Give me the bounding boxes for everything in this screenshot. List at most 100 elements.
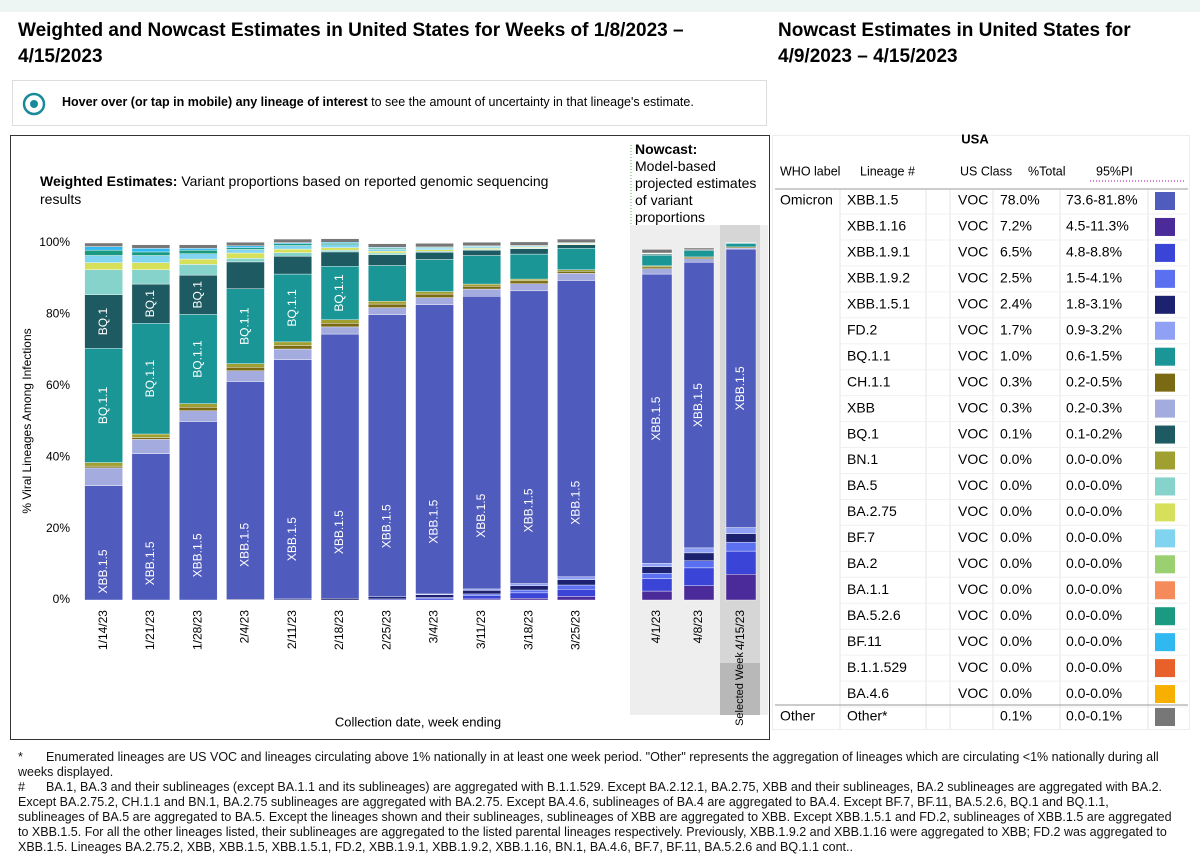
- table-cell: 0.0%: [1000, 529, 1032, 545]
- bar-segment: [131, 269, 171, 285]
- column-header: Lineage #: [860, 164, 915, 178]
- bar-segment: [178, 244, 218, 249]
- x-tick-label: 2/11/23: [285, 610, 299, 649]
- y-axis-title: % Viral Lineages Among Infections: [20, 328, 34, 513]
- bar-segment: [131, 323, 171, 435]
- table-cell: B.1.1.529: [847, 659, 907, 675]
- segment-label: BQ.1.1: [190, 340, 204, 378]
- bar-segment: [509, 290, 549, 584]
- table-cell: VOC: [958, 555, 988, 571]
- color-swatch: [1155, 708, 1175, 726]
- color-swatch: [1155, 217, 1175, 236]
- nowcast-heading: Nowcast: Model-based projected estimates …: [635, 141, 765, 226]
- bar-segment: [84, 255, 123, 263]
- table-cell: VOC: [958, 347, 988, 363]
- bar-segment: [320, 243, 360, 245]
- table-cell: 0.2-0.3%: [1066, 399, 1122, 415]
- weighted-heading: Weighted Estimates: Variant proportions …: [40, 172, 585, 208]
- table-cell: 7.2%: [1000, 218, 1032, 234]
- x-tick-label: 2/4/23: [238, 610, 252, 644]
- footnotes: * Enumerated lineages are US VOC and line…: [18, 750, 1178, 855]
- table-cell: BF.11: [847, 633, 882, 649]
- x-tick-label: 1/28/23: [190, 610, 204, 650]
- table-cell: 0.1%: [1000, 425, 1032, 441]
- bar-segment: [725, 574, 757, 601]
- color-swatch: [1155, 607, 1175, 626]
- table-cell: 0.1%: [1000, 708, 1032, 724]
- right-title: Nowcast Estimates in United States for 4…: [778, 20, 1131, 67]
- table-cell: VOC: [958, 503, 988, 519]
- bar-segment: [320, 238, 360, 243]
- x-tick-label: 4/8/23: [691, 610, 705, 644]
- table-cell: CH.1.1: [847, 373, 891, 389]
- segment-label: BQ.1.1: [238, 307, 252, 345]
- bar-segment: [683, 585, 715, 601]
- bar-segment: [462, 242, 502, 247]
- y-tick-label: 80%: [46, 307, 70, 321]
- color-swatch: [1155, 295, 1175, 314]
- bar-segment: [725, 248, 757, 528]
- table-cell: 2.5%: [1000, 270, 1032, 286]
- footnote-text: Enumerated lineages are US VOC and linea…: [18, 750, 1159, 779]
- table-cell: 0.0-0.0%: [1066, 633, 1122, 649]
- bar-segment: [557, 269, 596, 272]
- column-header: WHO label: [780, 164, 840, 178]
- bar-segment: [320, 323, 360, 328]
- table-cell: 1.0%: [1000, 347, 1032, 363]
- table-cell: XBB.1.16: [847, 218, 906, 234]
- bar-segment: [226, 261, 265, 289]
- x-tick-label: 3/25/23: [569, 610, 583, 650]
- bar-segment: [641, 268, 673, 275]
- bar-segment: [368, 596, 407, 600]
- table-cell: VOC: [958, 633, 988, 649]
- y-tick-label: 20%: [46, 521, 70, 535]
- bar-segment: [509, 253, 549, 280]
- y-tick-label: 100%: [39, 235, 70, 249]
- left-title: Weighted and Nowcast Estimates in United…: [18, 20, 684, 67]
- bar-segment: [368, 243, 407, 248]
- hover-icon: [22, 92, 46, 116]
- bar-segment: [226, 242, 265, 247]
- bar-segment: [683, 258, 715, 263]
- table-cell: XBB.1.9.2: [847, 270, 910, 286]
- bar-segment: [368, 251, 407, 254]
- color-swatch: [1155, 555, 1175, 574]
- bar-segment: [509, 248, 549, 255]
- bar-segment: [557, 579, 596, 586]
- table-cell: 0.0-0.0%: [1066, 451, 1122, 467]
- bar-segment: [415, 249, 454, 252]
- bar-segment: [509, 589, 549, 594]
- x-tick-label: 3/18/23: [521, 610, 535, 650]
- table-cell: VOC: [958, 451, 988, 467]
- bar-segment: [84, 485, 123, 601]
- bar-segment: [557, 584, 596, 590]
- table-cell: BA.2.75: [847, 503, 897, 519]
- color-swatch: [1155, 321, 1175, 340]
- segment-label: XBB.1.5: [379, 504, 393, 548]
- bar-segment: [462, 283, 502, 287]
- color-swatch: [1155, 243, 1175, 262]
- bar-segment: [131, 244, 171, 249]
- bar-segment: [415, 304, 454, 595]
- segment-label: XBB.1.5: [649, 396, 663, 440]
- bar-segment: [320, 333, 360, 599]
- table-cell: BA.2: [847, 555, 878, 571]
- bar-segment: [320, 247, 360, 251]
- segment-label: XBB.1.5: [190, 533, 204, 577]
- bar-segment: [131, 453, 171, 601]
- color-swatch: [1155, 451, 1175, 470]
- bar-segment: [320, 244, 360, 248]
- bar-segment: [557, 576, 596, 580]
- bar-segment: [273, 243, 312, 246]
- bar-segment: [683, 262, 715, 549]
- top-bar: [0, 0, 1200, 12]
- table-cell: BA.1.1: [847, 581, 889, 597]
- bar-segment: [273, 252, 312, 257]
- segment-label: BQ.1.1: [96, 386, 110, 424]
- table-cell: BA.4.6: [847, 685, 889, 701]
- footnote-marker: #: [18, 780, 25, 794]
- color-swatch: [1155, 373, 1175, 392]
- table-cell: 0.6-1.5%: [1066, 347, 1122, 363]
- table-cell: 0.3%: [1000, 373, 1032, 389]
